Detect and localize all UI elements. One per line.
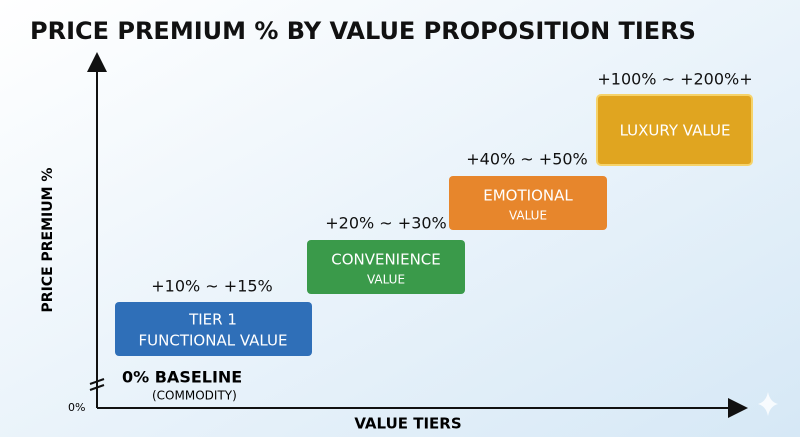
tier-label: CONVENIENCE bbox=[331, 251, 441, 269]
baseline-sublabel: (COMMODITY) bbox=[152, 389, 237, 403]
tier-box bbox=[449, 176, 607, 230]
tier-label: FUNCTIONAL VALUE bbox=[139, 332, 288, 350]
tier-box bbox=[307, 240, 465, 294]
origin-label: 0% bbox=[68, 401, 85, 414]
title: PRICE PREMIUM % BY VALUE PROPOSITION TIE… bbox=[30, 17, 696, 45]
axis-break bbox=[89, 378, 105, 391]
tier-range: +100% ~ +200%+ bbox=[597, 70, 752, 89]
tier-label: LUXURY VALUE bbox=[620, 122, 731, 140]
tier-label: EMOTIONAL bbox=[483, 187, 573, 205]
y-axis-label: PRICE PREMIUM % bbox=[40, 168, 56, 313]
tier-range: +20% ~ +30% bbox=[325, 214, 447, 233]
x-axis-label: VALUE TIERS bbox=[354, 415, 461, 433]
tier-range: +10% ~ +15% bbox=[151, 277, 273, 296]
tier-box bbox=[596, 94, 753, 166]
tier-label: VALUE bbox=[509, 209, 547, 223]
tier-label: VALUE bbox=[367, 273, 405, 287]
tier-range: +40% ~ +50% bbox=[466, 150, 588, 169]
tier-box bbox=[115, 302, 312, 356]
tier-label: TIER 1 bbox=[188, 311, 237, 329]
sparkle-icon bbox=[758, 392, 778, 416]
baseline-label: 0% BASELINE bbox=[122, 368, 242, 387]
